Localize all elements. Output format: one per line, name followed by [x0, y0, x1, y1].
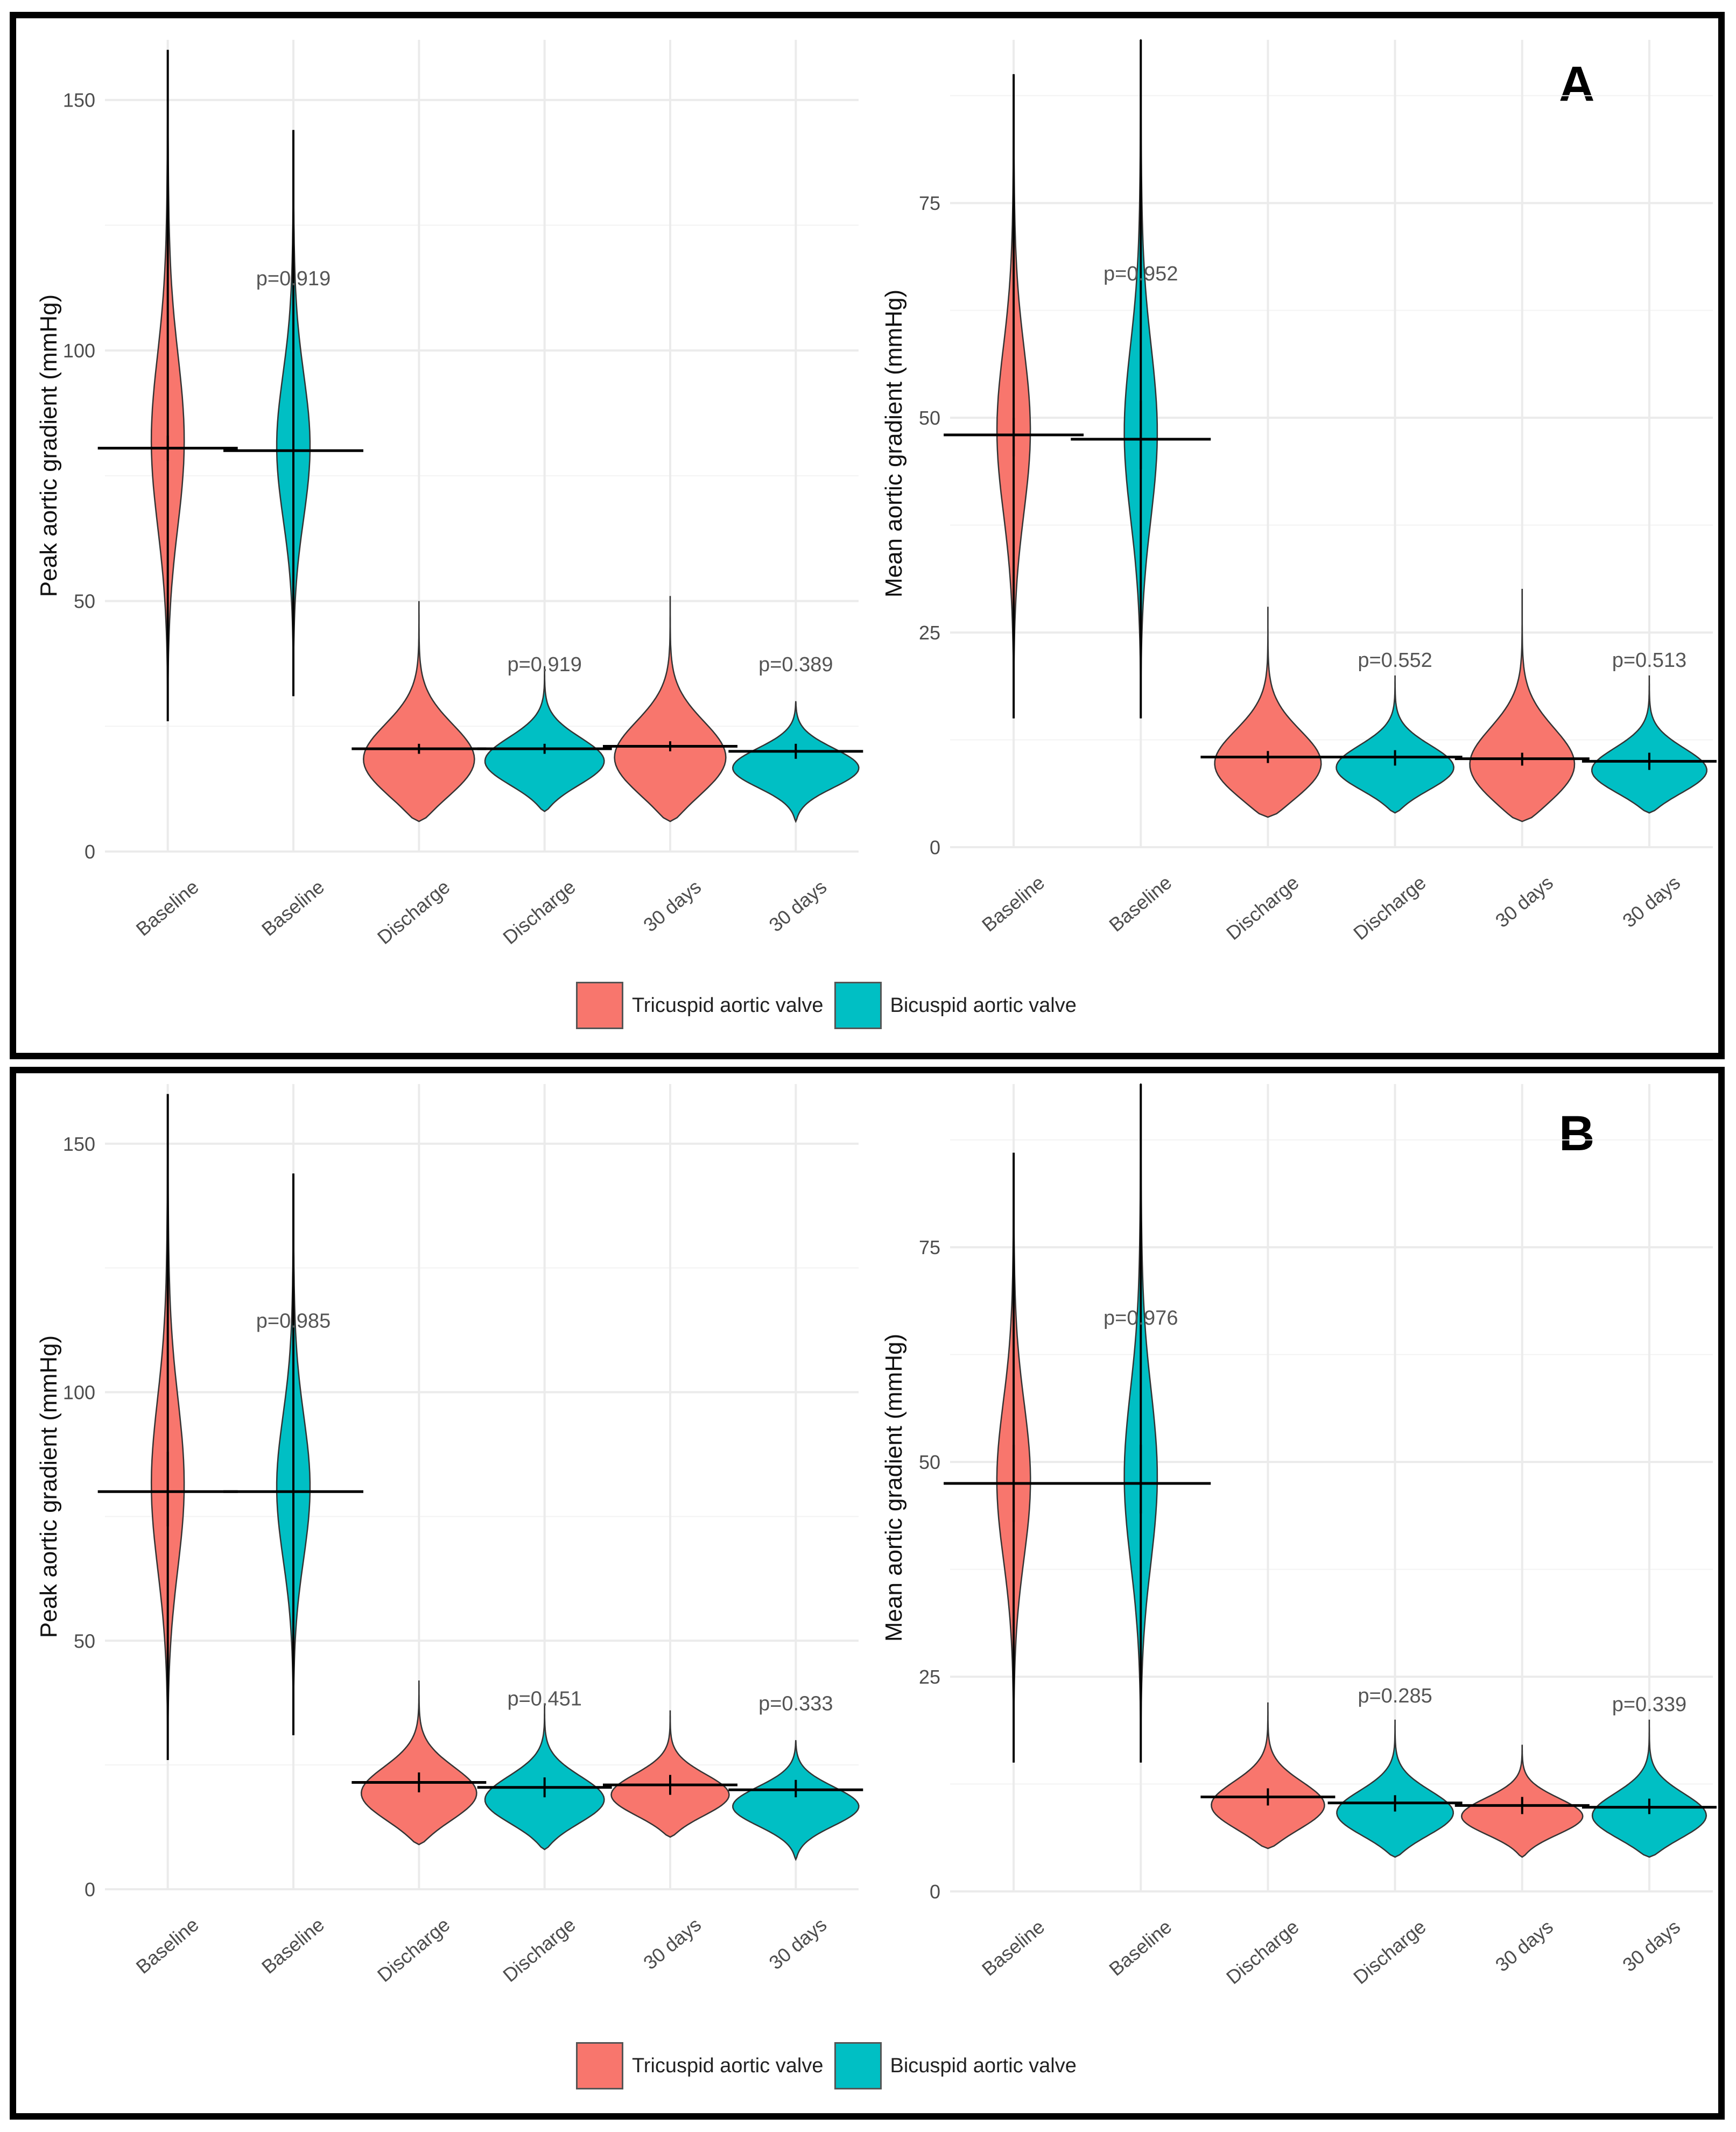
x-tick-label: Baseline — [978, 871, 1049, 936]
x-tick-label: Discharge — [498, 876, 580, 949]
violin-tricuspid — [610, 1710, 730, 1838]
violin-tricuspid — [1211, 1702, 1325, 1849]
p-value-label: p=0.513 — [1612, 649, 1686, 672]
violin-tricuspid — [1214, 607, 1322, 818]
p-value-label: p=0.389 — [758, 653, 833, 676]
x-tick-label: Baseline — [257, 876, 328, 940]
y-tick-label: 0 — [85, 841, 95, 863]
legend-label-tricuspid: Tricuspid aortic valve — [632, 2054, 824, 2077]
violin-tricuspid — [614, 596, 727, 822]
panel-b: B 0 50 100 150 Peak aortic gradient (mmHg) Ba… — [10, 1067, 1725, 2120]
violin-bicuspid — [1336, 1719, 1454, 1858]
y-tick-label: 50 — [919, 1451, 940, 1473]
peak-gradient-chart-a: 0 50 100 150 Peak aortic gradient (mmHg) Base… — [36, 40, 863, 948]
mean-gradient-chart-b: 0 25 50 75 Mean aortic gradient (mmHg) Baseli… — [881, 1083, 1717, 1989]
panel-letter-b: B — [1559, 1106, 1595, 1161]
x-tick-label: 30 days — [765, 876, 831, 936]
legend-swatch-bicuspid — [834, 2042, 882, 2089]
x-tick-label: Baseline — [257, 1913, 328, 1978]
p-value-label: p=0.919 — [507, 653, 581, 676]
legend-a: Tricuspid aortic valve Bicuspid aortic v… — [576, 982, 1087, 1029]
p-value-label: p=0.919 — [256, 268, 331, 290]
mean-gradient-chart-a: 0 25 50 75 Mean aortic gradient (mmHg) Baseli… — [881, 39, 1717, 944]
violin-bicuspid — [1591, 1719, 1707, 1858]
y-tick-label: 150 — [63, 89, 95, 111]
y-tick-label: 0 — [930, 1881, 940, 1903]
p-value-label: p=0.339 — [1612, 1693, 1686, 1716]
x-tick-label: Discharge — [1349, 871, 1430, 945]
legend-label-tricuspid: Tricuspid aortic valve — [632, 994, 824, 1017]
panel-letter-a: A — [1559, 57, 1595, 111]
x-tick-label: Baseline — [1105, 1916, 1176, 1980]
p-value-label: p=0.952 — [1104, 263, 1178, 285]
violin-bicuspid — [1336, 675, 1454, 814]
legend-item-bicuspid: Bicuspid aortic valve — [834, 982, 1077, 1029]
legend-label-bicuspid: Bicuspid aortic valve — [890, 994, 1077, 1017]
legend-item-tricuspid: Tricuspid aortic valve — [576, 2042, 824, 2089]
x-tick-label: Discharge — [1222, 1916, 1303, 1989]
violin-bicuspid — [732, 701, 860, 824]
y-tick-label: 25 — [919, 1666, 940, 1688]
y-tick-label: 0 — [85, 1878, 95, 1901]
x-tick-label: 30 days — [765, 1913, 831, 1974]
x-tick-label: Baseline — [978, 1916, 1049, 1980]
y-tick-label: 25 — [919, 622, 940, 644]
p-value-label: p=0.333 — [758, 1693, 833, 1715]
x-tick-label: 30 days — [1491, 871, 1557, 932]
legend-swatch-tricuspid — [576, 2042, 623, 2089]
x-tick-label: 30 days — [1618, 1916, 1684, 1976]
x-tick-label: Discharge — [1222, 871, 1303, 945]
peak-gradient-chart-b: 0 50 100 150 Peak aortic gradient (mmHg) Base… — [36, 1084, 863, 1987]
y-axis-label: Mean aortic gradient (mmHg) — [881, 1334, 907, 1642]
legend-b: Tricuspid aortic valve Bicuspid aortic v… — [576, 2042, 1087, 2089]
x-tick-label: 30 days — [639, 1913, 705, 1974]
x-tick-label: Baseline — [132, 1913, 203, 1978]
violin-tricuspid — [360, 1680, 477, 1846]
violin-bicuspid — [484, 1705, 605, 1850]
p-value-label: p=0.451 — [507, 1687, 581, 1710]
x-tick-label: Discharge — [1349, 1916, 1430, 1989]
violin-bicuspid — [484, 666, 605, 813]
violin-bicuspid — [732, 1740, 860, 1861]
x-tick-label: Discharge — [373, 1913, 454, 1987]
legend-item-bicuspid: Bicuspid aortic valve — [834, 2042, 1077, 2089]
x-tick-label: Baseline — [132, 876, 203, 940]
y-axis-label: Mean aortic gradient (mmHg) — [881, 290, 907, 597]
y-tick-label: 100 — [63, 340, 95, 362]
p-value-label: p=0.552 — [1358, 649, 1432, 672]
y-tick-label: 100 — [63, 1382, 95, 1404]
y-axis-label: Peak aortic gradient (mmHg) — [36, 294, 62, 597]
y-axis-label: Peak aortic gradient (mmHg) — [36, 1335, 62, 1638]
x-tick-label: 30 days — [1491, 1916, 1557, 1976]
x-tick-label: Baseline — [1105, 871, 1176, 936]
y-tick-label: 75 — [919, 192, 940, 214]
legend-item-tricuspid: Tricuspid aortic valve — [576, 982, 824, 1029]
x-tick-label: 30 days — [639, 876, 705, 936]
legend-label-bicuspid: Bicuspid aortic valve — [890, 2054, 1077, 2077]
y-tick-label: 0 — [930, 836, 940, 859]
legend-swatch-tricuspid — [576, 982, 623, 1029]
x-tick-label: 30 days — [1618, 871, 1684, 932]
p-value-label: p=0.985 — [256, 1310, 331, 1332]
y-tick-label: 50 — [74, 590, 95, 613]
y-tick-label: 75 — [919, 1236, 940, 1258]
p-value-label: p=0.976 — [1104, 1307, 1178, 1329]
x-tick-label: Discharge — [498, 1913, 580, 1987]
y-tick-label: 50 — [919, 407, 940, 429]
violin-tricuspid — [363, 601, 475, 822]
y-tick-label: 50 — [74, 1630, 95, 1652]
violin-tricuspid — [1469, 589, 1576, 822]
p-value-label: p=0.285 — [1358, 1685, 1432, 1707]
panel-a: A 0 50 100 150 Peak aortic gradient (mmHg) Ba… — [10, 12, 1725, 1059]
legend-swatch-bicuspid — [834, 982, 882, 1029]
y-tick-label: 150 — [63, 1133, 95, 1155]
x-tick-label: Discharge — [373, 876, 454, 949]
violin-bicuspid — [1591, 675, 1707, 814]
